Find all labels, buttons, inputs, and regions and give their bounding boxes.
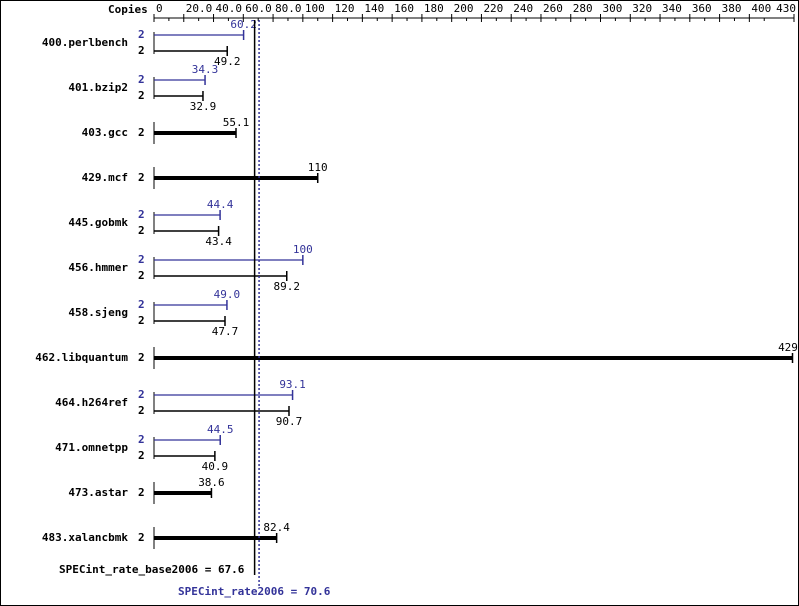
category-label: 401.bzip2 <box>68 81 128 94</box>
category-label: 445.gobmk <box>68 216 128 229</box>
x-tick-label: 200 <box>454 2 474 15</box>
x-tick-label: 340 <box>662 2 682 15</box>
copies-label: 2 <box>138 531 145 544</box>
category-label: 458.sjeng <box>68 306 128 319</box>
value-label: 44.4 <box>207 198 234 211</box>
x-tick-label: 80.0 <box>275 2 302 15</box>
value-label: 34.3 <box>192 63 219 76</box>
copies-label: 2 <box>138 224 145 237</box>
value-label: 60.2 <box>230 18 257 31</box>
value-label: 93.1 <box>279 378 306 391</box>
x-tick-label: 120 <box>335 2 355 15</box>
category-label: 400.perlbench <box>42 36 128 49</box>
value-label: 55.1 <box>223 116 250 129</box>
copies-label: 2 <box>138 433 145 446</box>
category-label: 403.gcc <box>82 126 128 139</box>
x-tick-label: 430 <box>776 2 796 15</box>
value-label: 100 <box>293 243 313 256</box>
copies-label: 2 <box>138 44 145 57</box>
copies-label: 2 <box>138 253 145 266</box>
x-tick-label: 280 <box>573 2 593 15</box>
x-tick-label: 260 <box>543 2 563 15</box>
x-tick-label: 320 <box>632 2 652 15</box>
value-label: 38.6 <box>198 476 225 489</box>
value-label: 43.4 <box>205 235 232 248</box>
category-label: 483.xalancbmk <box>42 531 128 544</box>
x-tick-label: 180 <box>424 2 444 15</box>
copies-label: 2 <box>138 298 145 311</box>
category-label: 471.omnetpp <box>55 441 128 454</box>
copies-label: 2 <box>138 126 145 139</box>
x-tick-label: 20.0 <box>186 2 213 15</box>
reference-label: SPECint_rate_base2006 = 67.6 <box>59 563 245 576</box>
value-label: 49.0 <box>214 288 241 301</box>
x-tick-label: 360 <box>692 2 712 15</box>
x-tick-label: 240 <box>513 2 533 15</box>
copies-label: 2 <box>138 314 145 327</box>
copies-label: 2 <box>138 351 145 364</box>
value-label: 44.5 <box>207 423 234 436</box>
x-tick-label: 40.0 <box>216 2 243 15</box>
copies-label: 2 <box>138 89 145 102</box>
x-tick-label: 160 <box>394 2 414 15</box>
value-label: 32.9 <box>190 100 217 113</box>
x-tick-label: 60.0 <box>245 2 271 15</box>
x-tick-label: 0 <box>156 2 163 15</box>
copies-label: 2 <box>138 449 145 462</box>
value-label: 89.2 <box>274 280 301 293</box>
reference-label: SPECint_rate2006 = 70.6 <box>178 585 331 598</box>
copies-label: 2 <box>138 73 145 86</box>
value-label: 49.2 <box>214 55 241 68</box>
x-tick-label: 140 <box>364 2 384 15</box>
copies-label: 2 <box>138 171 145 184</box>
copies-label: 2 <box>138 269 145 282</box>
value-label: 40.9 <box>202 460 229 473</box>
x-tick-label: 220 <box>483 2 503 15</box>
value-label: 47.7 <box>212 325 239 338</box>
category-label: 456.hmmer <box>68 261 128 274</box>
copies-label: 2 <box>138 404 145 417</box>
category-label: 429.mcf <box>82 171 128 184</box>
category-label: 464.h264ref <box>55 396 128 409</box>
value-label: 82.4 <box>263 521 290 534</box>
x-tick-label: 400 <box>751 2 771 15</box>
copies-label: 2 <box>138 486 145 499</box>
value-label: 90.7 <box>276 415 303 428</box>
copies-label: 2 <box>138 388 145 401</box>
x-tick-label: 100 <box>305 2 325 15</box>
category-label: 473.astar <box>68 486 128 499</box>
copies-label: 2 <box>138 28 145 41</box>
copies-header: Copies <box>108 3 148 16</box>
value-label: 429 <box>778 341 798 354</box>
category-label: 462.libquantum <box>35 351 128 364</box>
value-label: 110 <box>308 161 328 174</box>
x-tick-label: 300 <box>603 2 623 15</box>
copies-label: 2 <box>138 208 145 221</box>
x-tick-label: 380 <box>722 2 742 15</box>
